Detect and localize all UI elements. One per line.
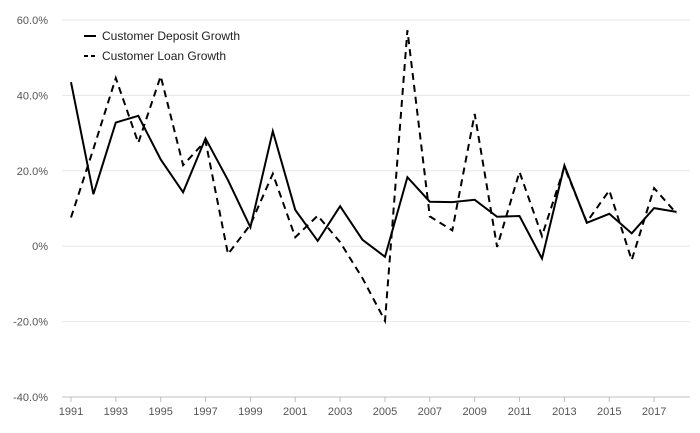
legend-label: Customer Loan Growth — [102, 49, 226, 63]
y-tick-label: 20.0% — [17, 166, 48, 178]
x-tick-label: 2015 — [597, 406, 621, 418]
legend-label: Customer Deposit Growth — [102, 29, 240, 43]
x-tick-label: 2011 — [508, 406, 532, 418]
x-tick-label: 2017 — [642, 406, 666, 418]
x-tick-label: 2009 — [462, 406, 486, 418]
x-tick-label: 1999 — [238, 406, 262, 418]
y-tick-label: -20.0% — [13, 317, 48, 329]
y-tick-label: -40.0% — [13, 392, 48, 404]
x-tick-label: 2001 — [283, 406, 307, 418]
x-tick-label: 2013 — [552, 406, 576, 418]
x-tick-label: 2005 — [373, 406, 397, 418]
x-tick-label: 1991 — [59, 406, 83, 418]
legend: Customer Deposit Growth Customer Loan Gro… — [84, 29, 240, 63]
series-line-2 — [70, 30, 678, 325]
axes: -40.0% -20.0% 0% 20.0% 40.0% 60.0% 1991 1993 199… — [13, 15, 666, 418]
y-tick-label: 40.0% — [17, 90, 48, 102]
x-tick-label: 1993 — [104, 406, 128, 418]
gridlines — [62, 19, 690, 398]
x-tick-label: 2003 — [328, 406, 352, 418]
y-tick-label: 0% — [32, 241, 48, 253]
x-tick-label: 1995 — [148, 406, 172, 418]
x-tick-label: 2007 — [418, 406, 442, 418]
y-tick-label: 60.0% — [17, 15, 48, 27]
x-tick-label: 1997 — [193, 406, 217, 418]
series-lines — [70, 30, 678, 325]
